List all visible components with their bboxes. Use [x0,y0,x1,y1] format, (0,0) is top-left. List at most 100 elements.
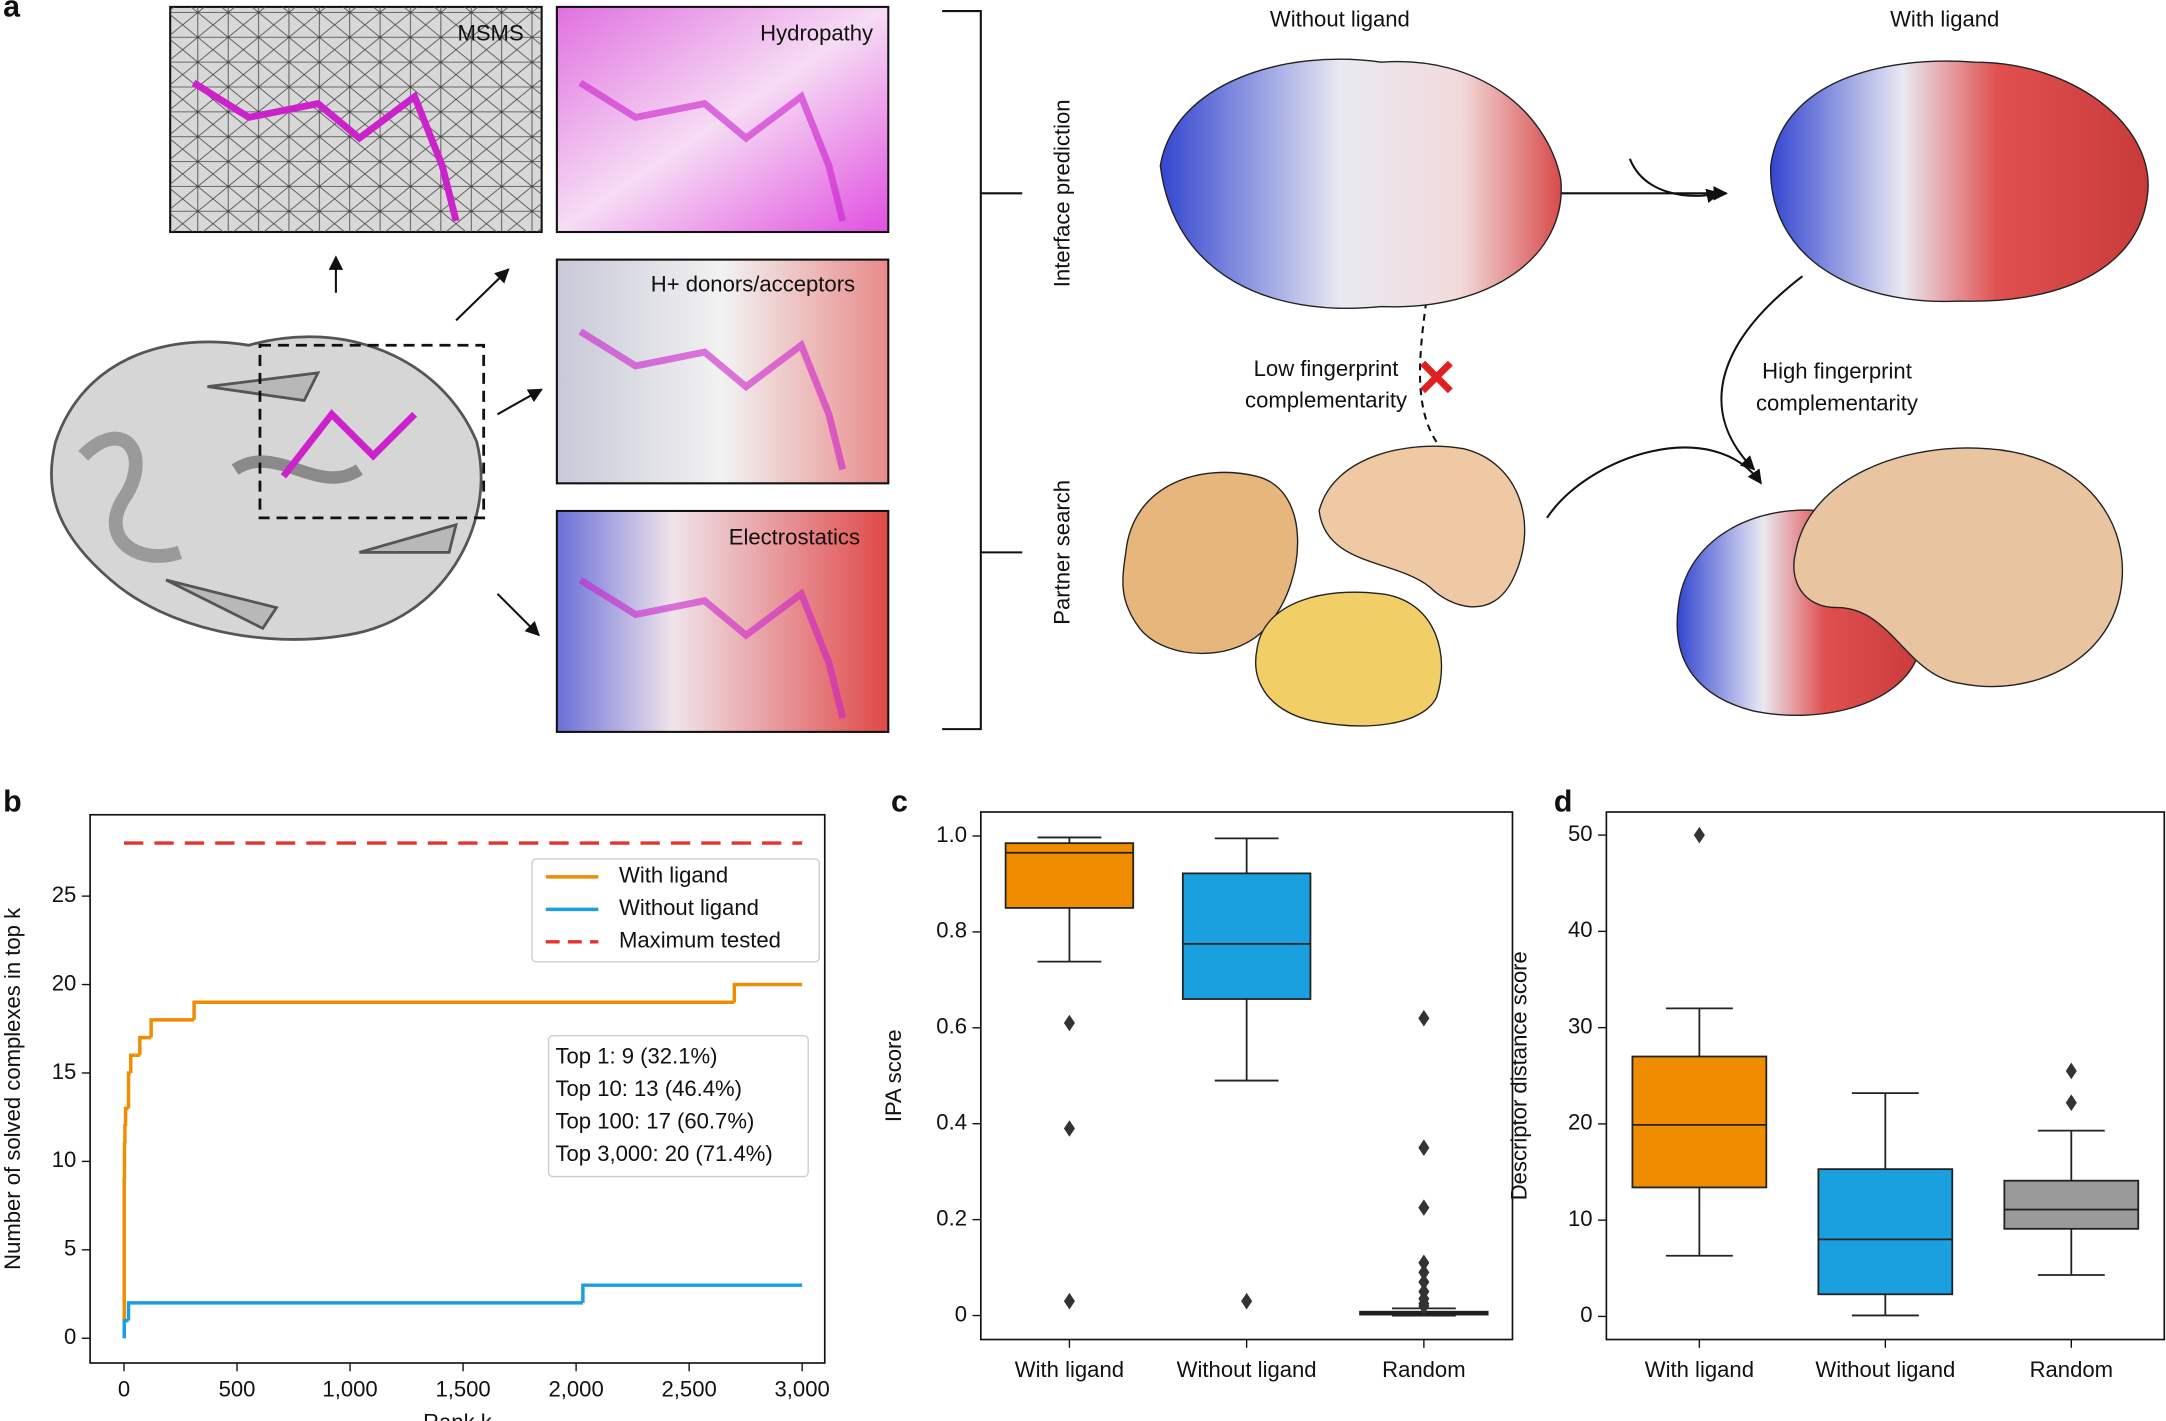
box [1181,872,1312,1000]
step-segment [581,1283,803,1303]
annotation-line: Top 100: 17 (60.7%) [555,1109,754,1134]
mesh [170,6,542,233]
step-segment [129,1053,136,1073]
note: High fingerprint [1762,359,1912,384]
y-axis-label: Descriptor distance score [1507,951,1532,1200]
outlier [1693,826,1705,844]
outlier [1063,1120,1075,1137]
y-tick-label: 0 [1580,1302,1592,1327]
cross [1420,360,1453,394]
axes-frame [89,813,826,1364]
y-tick-label: 25 [52,882,77,907]
box [2003,1179,2140,1230]
y-axis-label: IPA score [881,1029,906,1122]
y-tick-label: 10 [1568,1206,1593,1231]
x-tick-label: 3,000 [775,1376,830,1401]
step-segment [126,1071,131,1109]
outlier [1418,1199,1430,1216]
step-segment [122,1318,129,1339]
step-segment [192,1000,735,1020]
image-title: MSMS [457,20,523,45]
step-segment [149,1018,195,1038]
x-tick-label: Without ligand [1815,1357,1955,1382]
step-segment [123,1124,127,1144]
x-tick-label: 0 [118,1376,130,1401]
x-tick-label: Without ligand [1177,1357,1317,1382]
y-tick-label: 0.2 [936,1205,967,1230]
outlier [1418,1273,1430,1291]
y-tick-label: 0 [64,1324,76,1349]
panel-label: b [3,785,22,819]
step-segment [138,1035,152,1056]
y-tick-label: 1.0 [936,822,967,847]
note: Low fingerprint [1254,356,1399,381]
y-tick-label: 0 [955,1301,967,1326]
y-tick-label: 5 [64,1236,76,1261]
zoom-box [258,343,486,520]
image-title: H+ donors/acceptors [651,272,855,297]
annotation-line: Top 1: 9 (32.1%) [555,1044,717,1069]
x-tick-label: 1,000 [322,1376,377,1401]
x-tick-label: Random [1382,1357,1465,1382]
annotation-line: Top 3,000: 20 (71.4%) [555,1141,772,1166]
y-tick-label: 40 [1568,917,1593,942]
step-segment [732,982,803,1003]
y-tick-label: 20 [52,970,77,995]
outlier [2065,1062,2077,1080]
y-axis-label: Number of solved complexes in top k [0,907,25,1270]
legend-label: With ligand [619,863,728,888]
ligand [280,409,418,479]
box [1631,1055,1768,1189]
x-tick-label: 1,500 [435,1376,490,1401]
panel-a-art [50,5,2149,733]
legend-box [531,858,820,963]
y-tick-label: 20 [1568,1110,1593,1135]
step-segment [123,1106,128,1127]
panel-label: a [3,0,21,23]
x-tick-label: Random [2030,1357,2113,1382]
y-tick-label: 0.4 [936,1110,967,1135]
box [1817,1168,1954,1296]
y-tick-label: 30 [1568,1013,1593,1038]
panel-label: d [1554,785,1573,819]
outlier [1063,1014,1075,1032]
note: complementarity [1245,388,1407,413]
row-label: Partner search [1049,480,1074,625]
y-tick-label: 10 [52,1147,77,1172]
legend-label: Maximum tested [619,928,781,953]
outlier [2065,1094,2077,1112]
row-label: Interface prediction [1049,99,1074,287]
y-tick-label: 15 [52,1059,77,1084]
panel-label: c [891,785,908,819]
column-label: Without ligand [1270,7,1410,32]
arrows [328,158,1804,637]
outlier [1418,1009,1430,1027]
image-title: Electrostatics [729,524,860,549]
y-tick-label: 0.6 [936,1014,967,1039]
y-tick-label: 50 [1568,821,1593,846]
x-tick-label: 2,500 [662,1376,717,1401]
annotation-line: Top 10: 13 (46.4%) [555,1076,742,1101]
outlier [1063,1292,1075,1310]
outlier [1418,1139,1430,1156]
x-tick-label: 2,000 [548,1376,603,1401]
x-tick-label: With ligand [1015,1357,1124,1382]
electrostatics-image [555,509,890,733]
box [1004,842,1135,909]
outlier [1418,1254,1430,1272]
bracket [942,10,1023,731]
legend-label: Without ligand [619,895,759,920]
image-title: Hydropathy [760,20,873,45]
ligand-sticks [191,79,847,719]
x-tick-label: With ligand [1645,1357,1754,1382]
column-label: With ligand [1890,7,1999,32]
surfaces [1122,58,2149,727]
outlier [1241,1292,1253,1310]
note: complementarity [1756,390,1918,415]
x-axis-label: Rank k [423,1410,493,1421]
protein-cartoon [50,335,483,641]
x-tick-label: 500 [219,1376,256,1401]
step-segment [126,1301,583,1321]
